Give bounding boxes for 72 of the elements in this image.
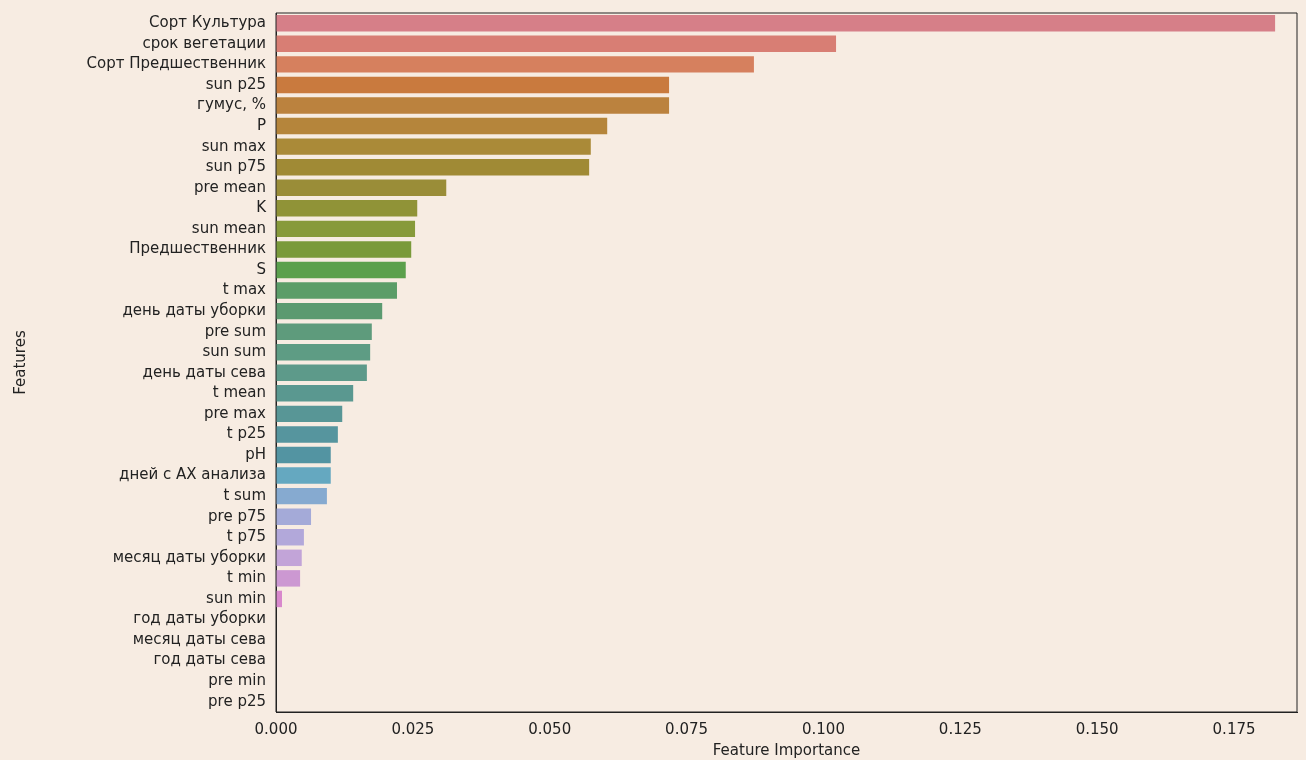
y-tick-label: pre min: [208, 671, 266, 690]
bar: [276, 508, 312, 525]
y-tick-label: год даты сева: [153, 650, 266, 669]
y-tick-label: месяц даты сева: [132, 629, 266, 648]
y-tick-label: t mean: [212, 383, 266, 402]
bar: [276, 15, 1276, 32]
x-tick-label: 0.000: [254, 719, 298, 738]
bar: [276, 487, 327, 505]
bar: [276, 200, 418, 217]
x-tick-label: 0.175: [1212, 719, 1256, 738]
bar: [276, 261, 406, 279]
bar: [276, 241, 412, 258]
x-tick-label: 0.125: [938, 719, 982, 738]
y-tick-label: pre p75: [208, 506, 266, 525]
bar: [276, 405, 343, 423]
y-tick-label: t max: [222, 280, 267, 299]
bar: [276, 323, 372, 340]
bar: [276, 529, 304, 546]
y-tick-label: месяц даты уборки: [112, 547, 266, 566]
y-tick-label: Сорт Предшественник: [86, 54, 266, 73]
y-tick-label: дней с АХ анализа: [119, 465, 266, 484]
y-tick-label: срок вегетации: [142, 33, 266, 52]
y-tick-label: гумус, %: [197, 95, 266, 114]
bar: [276, 364, 367, 381]
bar: [276, 76, 670, 94]
y-tick-label: sun p25: [205, 74, 266, 93]
x-tick-label: 0.150: [1075, 719, 1119, 738]
y-tick-label: P: [256, 115, 266, 134]
y-tick-label: pre sum: [204, 321, 266, 340]
bar: [276, 220, 416, 238]
y-tick-label: Сорт Культура: [149, 13, 266, 32]
y-tick-label: t sum: [223, 486, 266, 505]
bar: [276, 117, 608, 135]
y-tick-label: Предшественник: [129, 239, 266, 258]
y-tick-label: sun p75: [205, 157, 266, 176]
bar: [276, 385, 354, 402]
y-tick-label: t p25: [226, 424, 266, 443]
bar: [276, 282, 397, 299]
bar: [276, 426, 338, 443]
y-tick-label: sun min: [206, 588, 266, 607]
bar: [276, 570, 301, 587]
y-tick-label: день даты уборки: [122, 300, 266, 319]
bar: [276, 446, 331, 464]
y-tick-label: pre mean: [194, 177, 266, 196]
x-axis-title: Feature Importance: [712, 740, 861, 759]
y-tick-label: pre p25: [208, 691, 266, 710]
y-tick-label: год даты уборки: [133, 609, 266, 628]
bar: [276, 549, 302, 567]
x-tick-label: 0.100: [801, 719, 845, 738]
bar: [276, 302, 383, 320]
bar: [276, 97, 670, 114]
bar: [276, 35, 837, 53]
y-tick-label: pre max: [203, 403, 267, 422]
bar: [276, 179, 447, 196]
x-tick-label: 0.075: [665, 719, 709, 738]
y-axis-title: Features: [10, 330, 29, 395]
y-tick-label: sun mean: [191, 218, 266, 237]
y-tick-label: t p75: [226, 527, 266, 546]
bar: [276, 467, 331, 484]
y-tick-label: pH: [245, 444, 266, 463]
y-tick-label: t min: [227, 568, 266, 587]
bar: [276, 56, 754, 73]
x-tick-label: 0.050: [528, 719, 572, 738]
bar: [276, 158, 590, 176]
bar: [276, 138, 591, 155]
y-tick-label: день даты сева: [142, 362, 266, 381]
y-tick-label: sun sum: [202, 342, 266, 361]
y-tick-label: S: [256, 259, 266, 278]
y-tick-label: K: [256, 198, 268, 217]
y-tick-label: sun max: [201, 136, 267, 155]
bar: [276, 344, 371, 361]
x-tick-label: 0.025: [391, 719, 435, 738]
